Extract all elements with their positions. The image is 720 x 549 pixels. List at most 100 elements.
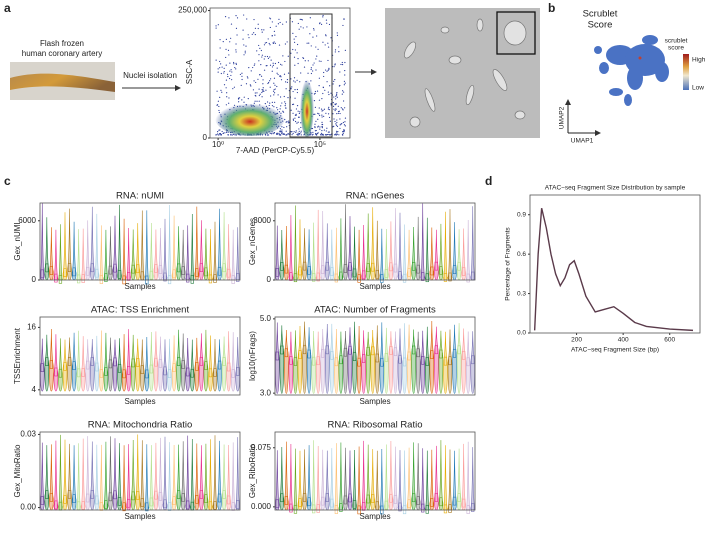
- flow-dot: [341, 61, 343, 64]
- flow-dot: [323, 108, 326, 110]
- flow-dot: [321, 129, 323, 132]
- box: [217, 360, 222, 370]
- violin: [167, 204, 172, 281]
- flow-dot: [225, 79, 228, 81]
- violin: [121, 218, 127, 281]
- flow-dot: [294, 89, 296, 91]
- flow-dot: [342, 131, 344, 133]
- flow-dot: [261, 91, 263, 94]
- violin: [365, 444, 371, 511]
- violin: [402, 224, 407, 281]
- flow-dot: [281, 126, 283, 128]
- flow-dot: [292, 132, 294, 135]
- box: [186, 500, 190, 510]
- y-axis-label: TSSEnrichment: [13, 327, 22, 384]
- box: [280, 262, 284, 271]
- box: [412, 262, 416, 271]
- flow-dot: [344, 107, 346, 109]
- violin: [90, 339, 95, 392]
- flow-dot: [322, 16, 324, 18]
- flow-dot: [342, 121, 344, 124]
- flow-dot: [244, 52, 246, 54]
- chart-title: ATAC: TSS Enrichment: [91, 305, 190, 316]
- box: [298, 498, 302, 507]
- flow-dot: [286, 126, 288, 128]
- box: [330, 267, 334, 276]
- flow-dot: [219, 60, 221, 63]
- legend-title: scrublet: [665, 38, 688, 45]
- flow-dot: [217, 68, 219, 70]
- flow-dot: [300, 122, 302, 124]
- flow-dot: [235, 49, 237, 51]
- violin: [176, 226, 181, 281]
- flow-dot: [272, 62, 274, 64]
- flow-dot: [334, 109, 336, 112]
- flow-dot: [276, 72, 278, 74]
- flow-dot: [300, 132, 302, 134]
- violin: [217, 208, 222, 281]
- violin: [438, 330, 444, 394]
- violin: [185, 225, 190, 281]
- flow-dot: [259, 93, 261, 95]
- flow-dot: [247, 77, 249, 79]
- flow-dot: [276, 85, 278, 88]
- flow-dot: [253, 80, 255, 82]
- flow-dot: [254, 33, 256, 36]
- flow-dot: [341, 63, 344, 66]
- box: [222, 263, 226, 273]
- violin: [103, 332, 109, 392]
- flow-dot: [279, 130, 281, 132]
- flow-dot: [343, 129, 345, 131]
- box: [298, 350, 302, 359]
- violin: [461, 328, 466, 394]
- flow-dot: [295, 130, 297, 132]
- flow-dot: [327, 46, 330, 48]
- flow-dot: [247, 34, 249, 36]
- box: [466, 273, 470, 283]
- box: [95, 495, 99, 505]
- flow-dot: [299, 111, 301, 113]
- chart-title: RNA: Mitochondria Ratio: [88, 420, 193, 431]
- violin: [235, 337, 240, 392]
- box: [302, 345, 307, 355]
- flow-dot: [329, 134, 331, 136]
- box: [81, 501, 85, 510]
- flow-dot: [326, 70, 328, 72]
- flow-dot: [267, 38, 269, 40]
- flow-dot: [286, 78, 289, 81]
- violin: [452, 324, 457, 394]
- flow-dot: [335, 130, 338, 132]
- flow-dot: [344, 82, 346, 84]
- flow-dot: [300, 134, 302, 136]
- caption: Flash frozen: [40, 39, 84, 48]
- violin: [338, 331, 344, 394]
- flow-dot: [259, 47, 261, 49]
- violin: [158, 336, 163, 392]
- x-axis-label: Samples: [124, 282, 155, 291]
- flow-dot: [321, 110, 323, 112]
- flow-dot: [297, 62, 299, 65]
- flow-dot: [257, 78, 259, 80]
- violin: [53, 440, 59, 511]
- flow-dot: [327, 133, 329, 136]
- flow-dot: [273, 94, 275, 96]
- flow-dot: [318, 77, 320, 79]
- flow-dot: [250, 70, 252, 72]
- flow-dot: [267, 134, 270, 136]
- violin: [411, 329, 416, 394]
- flow-dot: [322, 134, 324, 136]
- box: [213, 368, 217, 377]
- x-tick-label: 200: [571, 337, 582, 344]
- box: [434, 345, 438, 355]
- box: [439, 349, 443, 359]
- flow-dot: [322, 134, 325, 136]
- flow-dot: [243, 96, 245, 98]
- violin: [279, 229, 285, 281]
- box: [90, 357, 94, 366]
- flow-dot: [298, 116, 300, 118]
- y-tick-label: 0: [203, 133, 208, 142]
- flow-dot: [275, 25, 277, 27]
- flow-dot: [322, 109, 324, 111]
- flow-dot: [313, 99, 316, 102]
- y-axis-label: Percentage of Fragments: [505, 227, 512, 301]
